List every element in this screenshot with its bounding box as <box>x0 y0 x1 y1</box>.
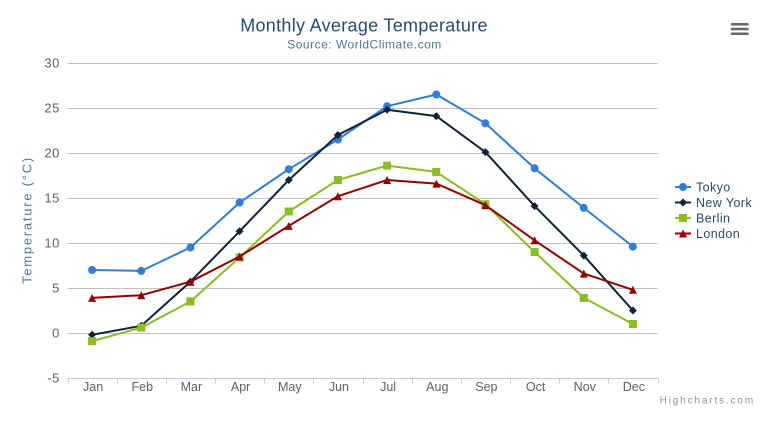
svg-text:Sep: Sep <box>475 380 497 394</box>
svg-text:Aug: Aug <box>426 380 448 394</box>
svg-text:Tokyo: Tokyo <box>696 181 731 195</box>
svg-text:Jun: Jun <box>329 380 349 394</box>
svg-text:15: 15 <box>44 191 60 206</box>
svg-text:Jan: Jan <box>83 380 103 394</box>
svg-text:0: 0 <box>52 326 60 341</box>
svg-text:Jul: Jul <box>380 380 396 394</box>
svg-text:Nov: Nov <box>574 380 597 394</box>
svg-text:May: May <box>278 380 302 394</box>
svg-text:Dec: Dec <box>623 380 645 394</box>
svg-text:Apr: Apr <box>231 380 250 394</box>
svg-text:Temperature (°C): Temperature (°C) <box>20 156 35 284</box>
svg-text:25: 25 <box>44 101 60 116</box>
svg-text:30: 30 <box>44 56 60 71</box>
svg-text:Monthly Average Temperature: Monthly Average Temperature <box>240 16 488 36</box>
svg-text:Source: WorldClimate.com: Source: WorldClimate.com <box>287 38 442 52</box>
svg-text:Oct: Oct <box>526 380 546 394</box>
svg-text:Feb: Feb <box>132 380 154 394</box>
svg-text:London: London <box>696 227 740 241</box>
svg-text:Berlin: Berlin <box>696 212 730 226</box>
svg-text:10: 10 <box>44 236 60 251</box>
svg-text:Highcharts.com: Highcharts.com <box>660 396 755 407</box>
svg-text:-5: -5 <box>47 371 60 386</box>
svg-text:Mar: Mar <box>181 380 203 394</box>
svg-text:New York: New York <box>696 196 752 210</box>
svg-text:20: 20 <box>44 146 60 161</box>
svg-text:5: 5 <box>52 281 60 296</box>
